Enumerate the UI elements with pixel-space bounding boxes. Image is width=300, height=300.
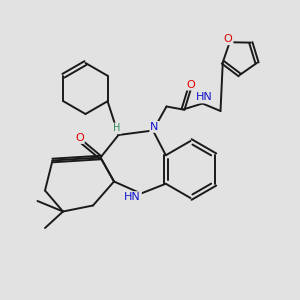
Text: HN: HN [124, 192, 141, 202]
Text: N: N [150, 122, 159, 132]
Text: O: O [186, 80, 195, 90]
Text: H: H [113, 123, 121, 134]
Text: HN: HN [196, 92, 213, 103]
Text: O: O [75, 133, 84, 143]
Text: O: O [224, 34, 233, 44]
